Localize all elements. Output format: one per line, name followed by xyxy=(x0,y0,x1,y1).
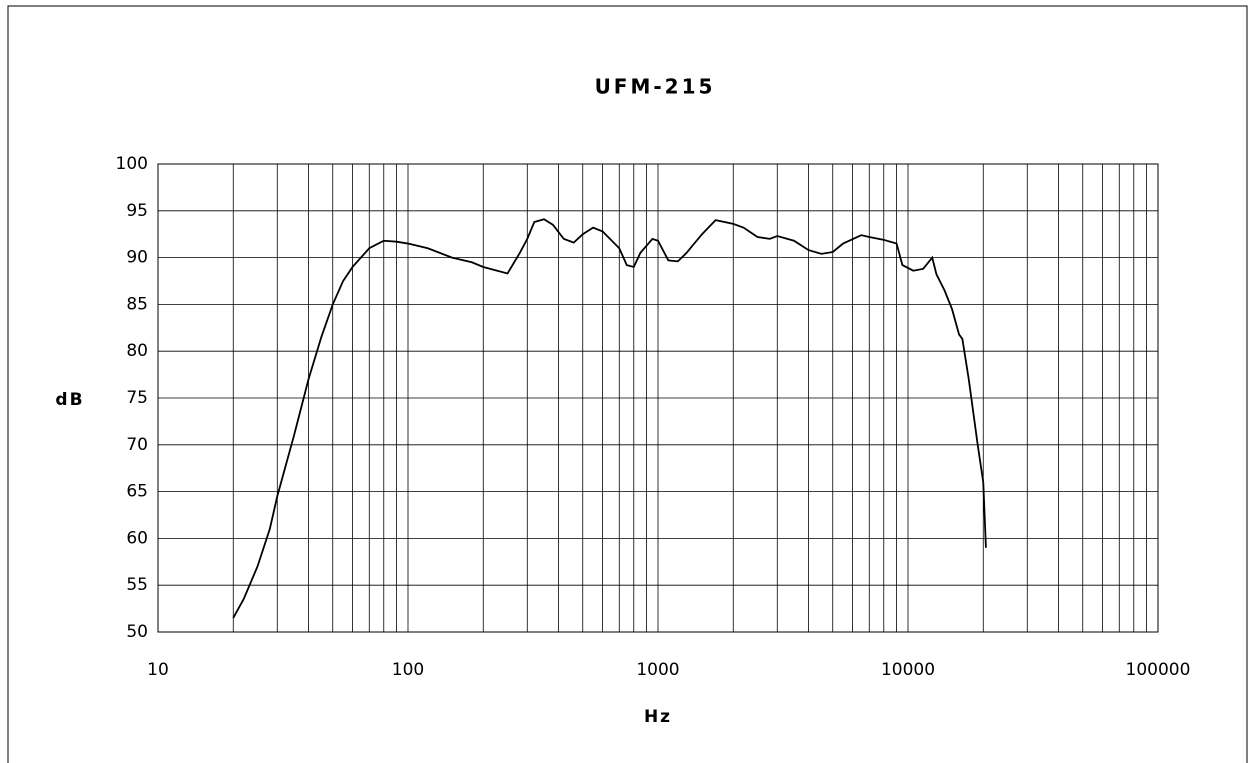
y-tick-label: 75 xyxy=(126,388,148,408)
y-tick-label: 100 xyxy=(116,154,148,174)
y-axis-label: dB xyxy=(55,390,84,410)
y-tick-label: 95 xyxy=(126,201,148,221)
x-axis-label: Hz xyxy=(644,707,672,727)
y-tick-label: 55 xyxy=(126,575,148,595)
y-tick-label: 80 xyxy=(126,341,148,361)
plot-border xyxy=(157,163,1159,633)
y-tick-label: 90 xyxy=(126,248,148,268)
chart-title: UFM-215 xyxy=(595,75,716,99)
data-line xyxy=(232,218,987,619)
x-tick-label: 1000 xyxy=(636,660,679,680)
x-tick-label: 10000 xyxy=(881,660,935,680)
x-tick-label: 100 xyxy=(392,660,424,680)
frame xyxy=(7,5,1248,763)
y-tick-label: 50 xyxy=(126,622,148,642)
x-tick-label: 10 xyxy=(147,660,169,680)
y-tick-label: 70 xyxy=(126,435,148,455)
y-tick-label: 85 xyxy=(126,294,148,314)
y-tick-label: 65 xyxy=(126,482,148,502)
x-tick-label: 100000 xyxy=(1126,660,1191,680)
y-tick-label: 60 xyxy=(126,528,148,548)
